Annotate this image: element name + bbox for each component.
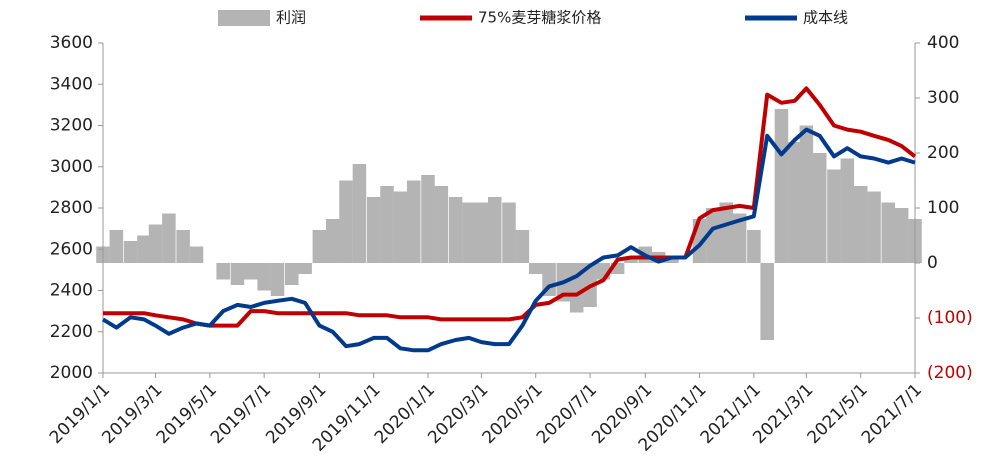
profit-bar xyxy=(189,246,204,263)
y2-tick-label: 300 xyxy=(927,88,959,108)
profit-bar xyxy=(812,153,827,263)
legend-label: 成本线 xyxy=(803,9,848,27)
profit-bar xyxy=(434,186,449,263)
profit-bar xyxy=(244,263,258,280)
profit-bar xyxy=(406,180,421,263)
profit-bar xyxy=(528,263,543,274)
y-tick-label: 2600 xyxy=(50,239,93,259)
profit-bar xyxy=(380,186,394,263)
y2-tick-label: (200) xyxy=(927,363,973,383)
profit-bar xyxy=(719,202,734,263)
profit-bar xyxy=(162,213,176,263)
profit-bar xyxy=(148,224,163,263)
profit-bar xyxy=(760,263,774,340)
profit-bar xyxy=(352,164,367,263)
profit-bar xyxy=(853,186,868,263)
y-tick-label: 2800 xyxy=(50,198,93,218)
profit-bar xyxy=(393,191,408,263)
profit-bar xyxy=(462,202,476,263)
profit-bar xyxy=(421,175,435,263)
profit-bar xyxy=(366,197,381,263)
profit-bar xyxy=(732,213,747,263)
profit-bar xyxy=(867,191,881,263)
profit-bar xyxy=(298,263,312,274)
profit-bar xyxy=(665,257,679,263)
y2-tick-label: (100) xyxy=(927,308,973,328)
profit-bar xyxy=(312,230,327,263)
y-tick-label: 2200 xyxy=(50,322,93,342)
profit-bar xyxy=(284,263,299,285)
profit-bar xyxy=(515,230,530,263)
series-line xyxy=(103,86,917,328)
y-tick-label: 3600 xyxy=(50,33,93,53)
profit-bar xyxy=(176,230,190,263)
profit-bar xyxy=(799,125,814,263)
y-tick-label: 3400 xyxy=(50,74,93,94)
profit-bar xyxy=(339,180,353,263)
legend-label: 利润 xyxy=(276,9,306,27)
profit-bar xyxy=(840,158,855,263)
profit-bar xyxy=(474,202,489,263)
profit-bar xyxy=(109,230,124,263)
profit-bar xyxy=(502,202,516,263)
profit-bar xyxy=(881,202,896,263)
profit-bar xyxy=(216,263,230,280)
y-tick-label: 3200 xyxy=(50,116,93,136)
y2-tick-label: 400 xyxy=(927,33,959,53)
x-tick-label: 2021/7/1 xyxy=(858,380,926,448)
profit-bar xyxy=(827,169,841,263)
legend-label: 75%麦芽糖浆价格 xyxy=(478,9,601,27)
y-tick-label: 2400 xyxy=(50,281,93,301)
profit-bar xyxy=(257,263,271,291)
profit-bar xyxy=(706,208,720,263)
y2-tick-label: 100 xyxy=(927,198,959,218)
profit-bar xyxy=(894,208,909,263)
y-tick-label: 2000 xyxy=(50,363,93,383)
profit-bar xyxy=(487,197,502,263)
profit-bar xyxy=(788,142,802,263)
profit-bar xyxy=(774,109,789,263)
profit-bar xyxy=(270,263,285,296)
profit-bar xyxy=(123,241,138,263)
profit-bar xyxy=(448,197,463,263)
y2-tick-label: 0 xyxy=(927,253,938,273)
series-line xyxy=(101,127,916,353)
profit-bar xyxy=(610,263,625,274)
profit-bar xyxy=(230,263,245,285)
profit-bar xyxy=(747,230,761,263)
profit-bar xyxy=(325,219,340,263)
profit-bar xyxy=(624,257,638,263)
y2-tick-label: 200 xyxy=(927,143,959,163)
legend-swatch xyxy=(218,10,270,26)
y-tick-label: 3000 xyxy=(50,157,93,177)
profit-bar xyxy=(137,235,151,263)
